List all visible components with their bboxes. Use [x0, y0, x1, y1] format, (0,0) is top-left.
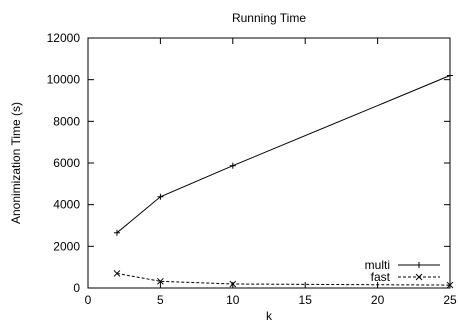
x-tick-label: 20 — [371, 293, 385, 307]
plot-frame — [87, 37, 451, 289]
y-tick-label: 6000 — [53, 156, 80, 170]
x-tick-label: 25 — [443, 293, 457, 307]
x-tick-label: 0 — [85, 293, 92, 307]
y-tick-label: 2000 — [53, 239, 80, 253]
chart-title: Running Time — [232, 11, 306, 25]
series-line-multi — [116, 75, 451, 234]
legend-label-multi: multi — [365, 258, 390, 272]
legend-label-fast: fast — [371, 270, 391, 284]
data-point-fast — [113, 270, 121, 277]
y-tick-label: 8000 — [53, 114, 80, 128]
y-tick-label: 4000 — [53, 198, 80, 212]
data-point-fast — [157, 277, 164, 285]
x-tick-label: 15 — [299, 293, 313, 307]
legend-marker-fast — [415, 273, 423, 281]
y-tick-label: 10000 — [47, 73, 81, 87]
y-tick-label: 12000 — [47, 31, 81, 45]
plot-area: 0 5 10 15 20 25 0 2000 4000 6000 8000 10000 12000 mul… — [47, 31, 457, 307]
x-tick-label: 10 — [226, 293, 240, 307]
data-point-fast — [446, 281, 454, 289]
x-tick-label: 5 — [157, 293, 164, 307]
x-axis-title: k — [266, 309, 273, 323]
series-line-fast — [116, 272, 451, 286]
data-point-fast — [229, 280, 237, 288]
y-tick-label: 0 — [73, 281, 80, 295]
y-axis-title: Anonimization Time (s) — [9, 102, 23, 224]
